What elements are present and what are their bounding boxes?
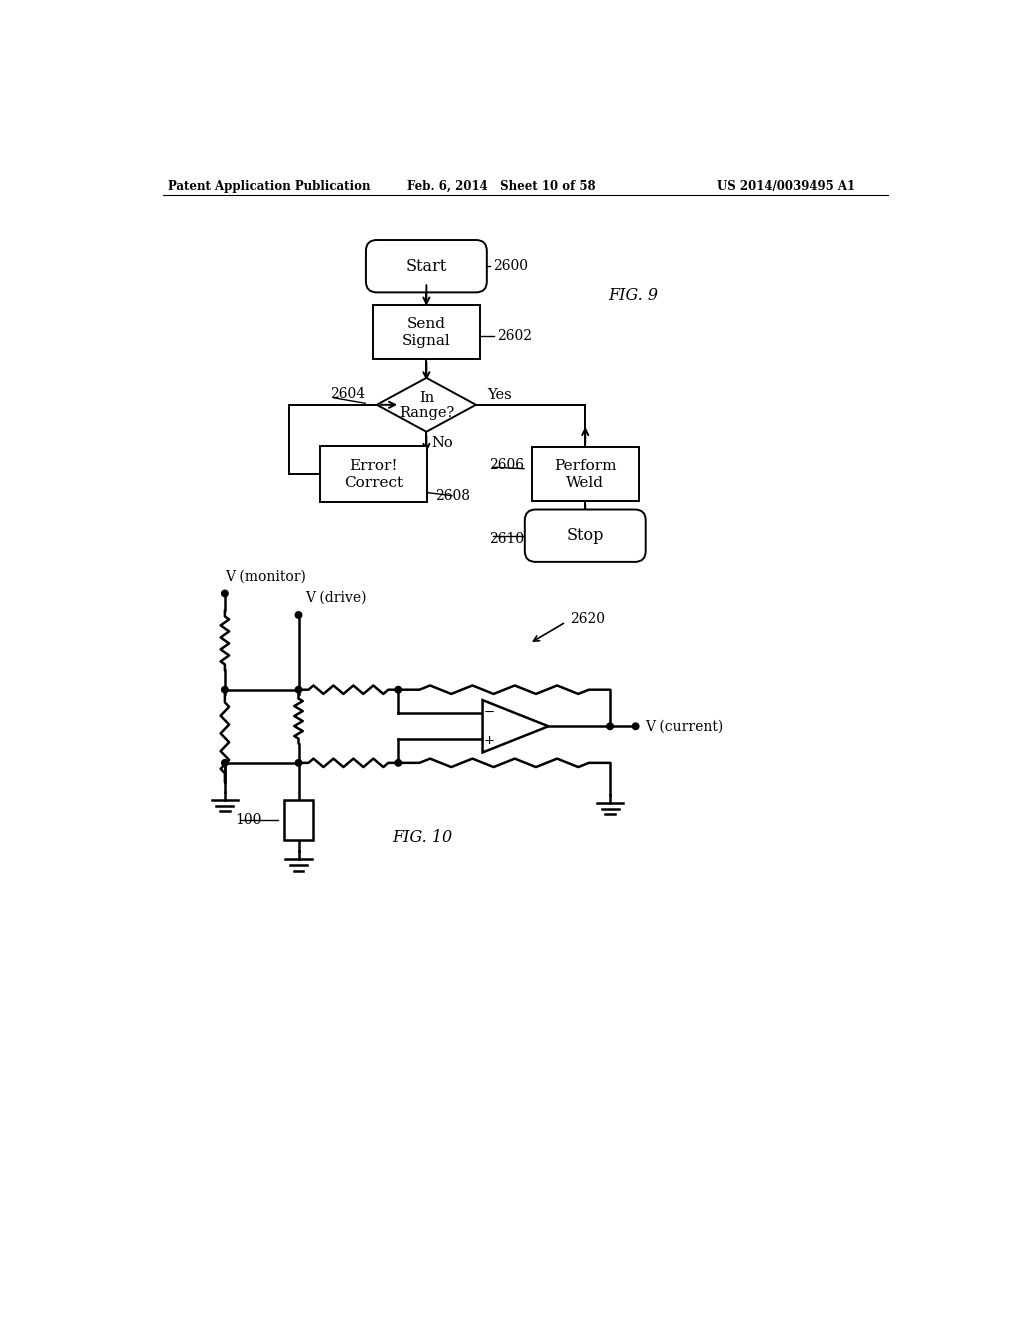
- Text: Stop: Stop: [566, 527, 604, 544]
- Polygon shape: [377, 378, 476, 432]
- Text: 2600: 2600: [493, 259, 528, 273]
- Polygon shape: [482, 700, 549, 752]
- Text: V (monitor): V (monitor): [225, 569, 306, 583]
- Circle shape: [395, 686, 401, 693]
- Text: V (drive): V (drive): [305, 591, 367, 605]
- Text: 2604: 2604: [331, 387, 366, 401]
- Circle shape: [221, 759, 228, 766]
- Text: 2610: 2610: [489, 532, 524, 545]
- FancyBboxPatch shape: [525, 510, 646, 562]
- Text: Signal: Signal: [402, 334, 451, 348]
- Text: US 2014/0039495 A1: US 2014/0039495 A1: [717, 180, 855, 193]
- Text: Error!: Error!: [349, 459, 398, 474]
- Text: Weld: Weld: [566, 477, 604, 490]
- Text: Send: Send: [407, 317, 445, 331]
- Text: Start: Start: [406, 257, 447, 275]
- Text: 2606: 2606: [489, 458, 524, 471]
- Text: Perform: Perform: [554, 459, 616, 474]
- Text: +: +: [484, 734, 495, 747]
- Text: Patent Application Publication: Patent Application Publication: [168, 180, 371, 193]
- Circle shape: [221, 590, 228, 597]
- Text: In: In: [419, 391, 434, 405]
- Circle shape: [295, 686, 302, 693]
- Circle shape: [221, 686, 228, 693]
- Circle shape: [633, 723, 639, 730]
- FancyBboxPatch shape: [284, 800, 313, 840]
- Text: Range?: Range?: [398, 405, 454, 420]
- Circle shape: [295, 611, 302, 618]
- FancyBboxPatch shape: [366, 240, 486, 293]
- Text: Yes: Yes: [487, 388, 512, 401]
- FancyBboxPatch shape: [321, 446, 427, 502]
- Text: FIG. 9: FIG. 9: [608, 286, 658, 304]
- Text: −: −: [484, 706, 495, 719]
- Text: 2608: 2608: [435, 488, 470, 503]
- FancyBboxPatch shape: [373, 305, 480, 359]
- Text: 100: 100: [236, 813, 262, 826]
- Text: 2602: 2602: [497, 329, 531, 342]
- Text: V (current): V (current): [645, 719, 723, 734]
- Text: Correct: Correct: [344, 477, 403, 490]
- Text: Feb. 6, 2014   Sheet 10 of 58: Feb. 6, 2014 Sheet 10 of 58: [407, 180, 596, 193]
- FancyBboxPatch shape: [531, 447, 639, 502]
- Text: FIG. 10: FIG. 10: [392, 829, 453, 846]
- Text: 2620: 2620: [569, 612, 605, 626]
- Text: No: No: [432, 437, 454, 450]
- Circle shape: [607, 723, 613, 730]
- Circle shape: [395, 759, 401, 766]
- Circle shape: [295, 759, 302, 766]
